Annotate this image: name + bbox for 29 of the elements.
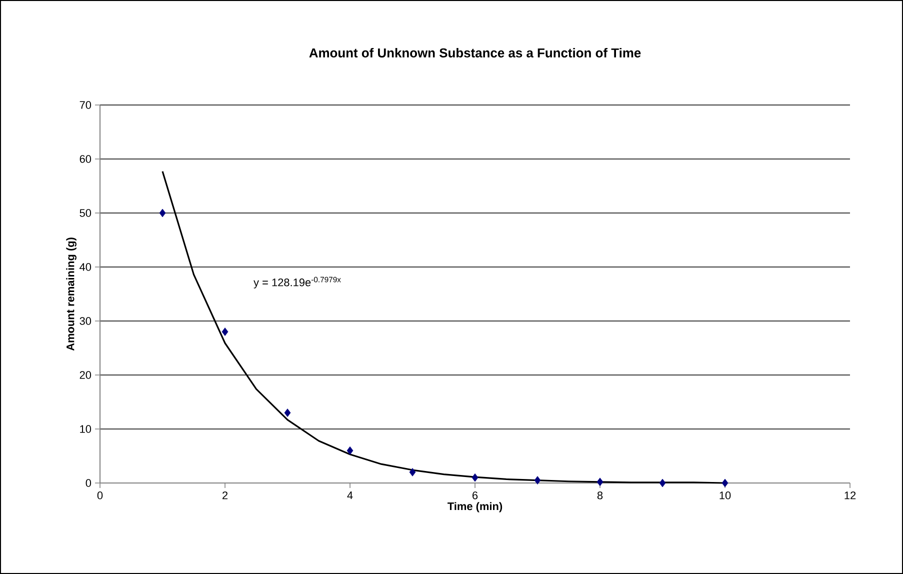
- point: [222, 328, 228, 336]
- x-tick-label: 2: [222, 492, 228, 500]
- x-axis-title: Time (min): [448, 502, 502, 512]
- y-tick-label: 20: [80, 371, 92, 379]
- point: [159, 208, 166, 218]
- x-tick-label: 12: [844, 492, 856, 500]
- y-tick-label: 50: [80, 209, 92, 217]
- point: [596, 478, 604, 486]
- point: [284, 408, 291, 417]
- point: [409, 468, 416, 476]
- y-tick-label: 0: [86, 479, 92, 487]
- point: [722, 478, 728, 488]
- x-tick-label: 0: [97, 492, 103, 500]
- point: [472, 473, 478, 482]
- point: [659, 478, 666, 488]
- x-tick-label: 4: [347, 492, 353, 500]
- point: [534, 476, 541, 484]
- y-tick-label: 30: [80, 317, 92, 325]
- point: [346, 446, 354, 455]
- y-tick-label: 60: [80, 155, 92, 163]
- y-tick-label: 70: [80, 101, 92, 109]
- chart-title: Amount of Unknown Substance as a Function of Time: [309, 48, 641, 58]
- annotation: y = 128.19e$^{-0.7979x}$: [254, 276, 341, 288]
- y-axis-title: Amount remaining (g): [66, 238, 76, 351]
- x-tick-label: 6: [472, 492, 478, 500]
- y-tick-label: 10: [80, 425, 92, 433]
- y-tick-label: 40: [80, 263, 92, 271]
- x-tick-label: 10: [720, 492, 731, 500]
- x-tick-label: 8: [597, 492, 603, 500]
